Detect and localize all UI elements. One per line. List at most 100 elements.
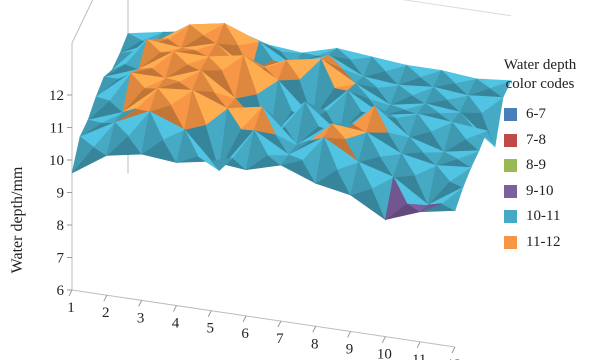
surface-facet [315, 136, 338, 184]
z-tick-label: 10 [49, 153, 64, 169]
legend-swatch [504, 108, 517, 122]
surface-facet [384, 176, 408, 221]
surface-facet [106, 121, 129, 157]
surface-facet [259, 41, 281, 52]
surface-facet [95, 76, 119, 98]
legend-label: 10-11 [526, 208, 561, 225]
z-tick-label: 7 [57, 251, 65, 267]
surface-facet [181, 24, 204, 49]
legend-swatch [504, 210, 517, 224]
chart-gridline [401, 0, 512, 17]
x-tick-label: 3 [137, 310, 145, 326]
surface-facet [156, 77, 181, 89]
surface-facet [173, 47, 196, 52]
z-tick-label: 11 [50, 121, 64, 137]
surface-facet [424, 86, 448, 105]
surface-facet [408, 113, 432, 138]
x-tick-label: 2 [102, 305, 110, 321]
surface-facet [392, 153, 416, 178]
x-tick-label: 1 [67, 300, 75, 316]
surface-facet [320, 54, 343, 69]
surface-facet [467, 78, 491, 97]
legend-label: 7-8 [526, 131, 546, 148]
surface-facet [427, 164, 450, 206]
x-tick-mark [138, 300, 143, 307]
surface-facet [350, 161, 373, 196]
surface-facet [366, 105, 389, 133]
x-tick-mark [103, 294, 108, 302]
surface-facet [149, 87, 172, 112]
surface-facet [288, 139, 311, 156]
surface-facet [312, 57, 335, 119]
surface-facet [296, 101, 319, 146]
surface-facet [328, 47, 351, 60]
surface-facet [416, 103, 440, 115]
legend-item: 6-7 [504, 102, 588, 128]
legend-item: 7-8 [504, 128, 588, 154]
legend-label: 11-12 [526, 233, 561, 250]
legend-label: 8-9 [526, 157, 546, 174]
x-tick-mark [381, 336, 386, 343]
surface-facet [435, 151, 459, 167]
x-tick-label: 8 [311, 336, 319, 352]
legend-item: 10-11 [504, 204, 588, 230]
surface-facet [234, 54, 258, 99]
z-tick-label: 6 [57, 283, 65, 299]
x-tick-label: 10 [377, 347, 392, 360]
x-tick-mark [451, 346, 456, 354]
surface-facet [184, 89, 207, 130]
surface-facet [219, 107, 242, 171]
surface-facet [176, 128, 199, 163]
x-axis-ticks: 123456789101112 [67, 289, 462, 360]
x-tick-label: 12 [447, 357, 462, 360]
z-tick-label: 9 [57, 186, 65, 202]
surface-facet [420, 203, 442, 213]
surface-facet [381, 104, 406, 116]
z-tick-label: 12 [49, 88, 64, 104]
surface-facet [103, 63, 126, 78]
surface-facet [253, 106, 277, 135]
legend-item: 11-12 [504, 230, 588, 256]
legend: Water depth color codes 6-7 7-8 8-9 9-10 10-… [492, 56, 588, 255]
x-tick-mark [68, 289, 73, 297]
surface-facet [323, 123, 346, 140]
legend-title-line-1: Water depth [503, 57, 577, 73]
surface-facet [400, 136, 424, 155]
surface-facet [389, 84, 413, 106]
x-tick-mark [347, 331, 351, 338]
surface-facet [216, 22, 239, 46]
surface-facet [277, 59, 301, 81]
surface-facet [459, 94, 483, 114]
legend-swatch [504, 184, 517, 198]
x-tick-label: 5 [207, 321, 215, 337]
legend-title-line-2: color codes [505, 76, 575, 92]
surface-facet [363, 56, 386, 78]
surface-facet [130, 67, 153, 74]
surface-facet [165, 51, 188, 79]
surface-facet [347, 83, 370, 99]
chart-wall-line [71, 289, 456, 348]
x-tick-mark [242, 315, 247, 323]
surface-facet [119, 33, 143, 55]
surface-facet [192, 69, 215, 93]
chart-wall-line [71, 0, 94, 44]
z-axis-ticks: 6 7 8 9 10 11 12 [49, 88, 72, 299]
surface-facet [71, 136, 94, 174]
surface-facet [397, 64, 421, 86]
legend-label: 6-7 [526, 106, 546, 123]
legend-swatch [504, 133, 517, 147]
surface-facet [114, 108, 137, 123]
surface-facet [432, 69, 456, 88]
surface-facet [87, 96, 111, 121]
x-tick-mark [277, 320, 282, 328]
legend-swatch [504, 159, 517, 173]
surface-facet [355, 76, 378, 88]
legend-item: 8-9 [504, 153, 588, 179]
surface-facet [280, 154, 304, 166]
x-tick-label: 6 [241, 326, 249, 342]
surface-facet [245, 129, 268, 171]
x-tick-mark [173, 305, 177, 312]
legend-swatch [504, 235, 517, 249]
surface-facet [199, 56, 223, 71]
